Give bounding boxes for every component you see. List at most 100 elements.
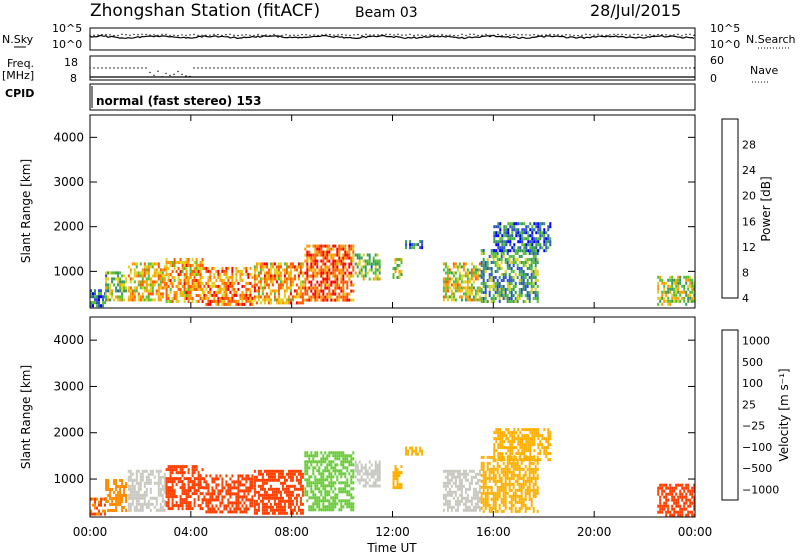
heatmap-cell — [299, 502, 302, 506]
heatmap-cell — [163, 481, 166, 485]
heatmap-cell — [161, 274, 164, 278]
heatmap-cell — [536, 300, 539, 303]
heatmap-cell — [468, 280, 471, 284]
heatmap-cell — [450, 508, 453, 512]
heatmap-cell — [145, 271, 148, 275]
noise-left-tick-top: 10^5 — [52, 22, 82, 35]
heatmap-cell — [496, 470, 499, 474]
heatmap-cell — [460, 286, 463, 290]
heatmap-cell — [328, 268, 331, 272]
heatmap-cell — [332, 289, 335, 293]
heatmap-cell — [104, 512, 106, 516]
heatmap-cell — [215, 293, 218, 297]
heatmap-cell — [326, 493, 329, 497]
heatmap-cell — [486, 267, 489, 270]
heatmap-cell — [301, 487, 304, 491]
heatmap-cell — [539, 246, 542, 250]
heatmap-cell — [400, 471, 403, 475]
heatmap-cell — [687, 486, 690, 490]
heatmap-cell — [129, 505, 132, 509]
heatmap-cell — [149, 286, 152, 290]
nsearch-point — [173, 34, 175, 36]
heatmap-cell — [304, 280, 307, 284]
heatmap-cell — [157, 487, 160, 491]
heatmap-cell — [514, 467, 517, 471]
heatmap-cell — [289, 271, 292, 275]
nsearch-point — [105, 34, 107, 36]
x-tick-label: 20:00 — [577, 525, 612, 539]
heatmap-cell — [199, 288, 202, 291]
heatmap-cell — [312, 505, 315, 509]
nave-point — [397, 67, 399, 69]
heatmap-cell — [310, 286, 313, 290]
heatmap-cell — [529, 437, 532, 441]
heatmap-cell — [241, 474, 244, 478]
heatmap-cell — [482, 488, 485, 492]
heatmap-cell — [338, 262, 341, 266]
heatmap-cell — [209, 287, 212, 291]
heatmap-cell — [326, 274, 329, 278]
heatmap-cell — [217, 498, 220, 502]
heatmap-cell — [121, 274, 124, 278]
heatmap-cell — [314, 250, 317, 254]
heatmap-cell — [277, 496, 280, 500]
heatmap-cell — [241, 489, 244, 493]
heatmap-cell — [356, 253, 359, 257]
heatmap-cell — [283, 289, 286, 293]
heatmap-cell — [484, 261, 487, 264]
heatmap-cell — [677, 278, 680, 282]
heatmap-cell — [496, 270, 499, 273]
heatmap-cell — [336, 253, 339, 257]
heatmap-cell — [466, 508, 469, 512]
heatmap-cell — [340, 490, 343, 494]
heatmap-cell — [677, 296, 680, 300]
heatmap-cell — [119, 491, 122, 494]
heatmap-cell — [340, 502, 343, 506]
heatmap-cell — [533, 237, 536, 241]
heatmap-cell — [685, 498, 688, 502]
heatmap-cell — [320, 451, 323, 455]
heatmap-cell — [503, 225, 506, 229]
heatmap-cell — [119, 494, 122, 497]
heatmap-cell — [524, 482, 527, 486]
nsearch-point — [557, 34, 559, 36]
heatmap-cell — [336, 250, 339, 254]
heatmap-cell — [211, 489, 214, 493]
heatmap-cell — [480, 261, 483, 264]
heatmap-cell — [98, 503, 100, 507]
heatmap-cell — [245, 489, 248, 493]
heatmap-cell — [480, 252, 483, 255]
heatmap-cell — [340, 481, 343, 485]
heatmap-cell — [336, 502, 339, 506]
heatmap-cell — [504, 258, 507, 261]
heatmap-cell — [490, 249, 493, 252]
nave-point — [161, 76, 163, 78]
heatmap-cell — [107, 500, 110, 503]
heatmap-cell — [193, 486, 196, 490]
nsearch-point — [333, 34, 335, 36]
heatmap-cell — [376, 472, 379, 476]
nave-point — [253, 67, 255, 69]
heatmap-cell — [466, 280, 469, 284]
heatmap-cell — [506, 282, 509, 285]
heatmap-cell — [147, 472, 150, 476]
heatmap-cell — [520, 503, 523, 507]
heatmap-cell — [165, 264, 168, 267]
heatmap-cell — [398, 264, 401, 267]
heatmap-cell — [687, 287, 690, 291]
heatmap-cell — [518, 476, 521, 480]
heatmap-cell — [143, 490, 146, 494]
heatmap-cell — [520, 294, 523, 297]
heatmap-cell — [111, 271, 114, 275]
heatmap-cell — [318, 460, 321, 464]
heatmap-cell — [301, 262, 304, 266]
heatmap-cell — [177, 261, 180, 264]
heatmap-cell — [519, 458, 522, 462]
heatmap-cell — [524, 288, 527, 291]
heatmap-cell — [464, 295, 467, 299]
heatmap-cell — [535, 428, 538, 432]
heatmap-cell — [304, 490, 307, 494]
heatmap-cell — [223, 281, 226, 285]
heatmap-cell — [338, 247, 341, 251]
